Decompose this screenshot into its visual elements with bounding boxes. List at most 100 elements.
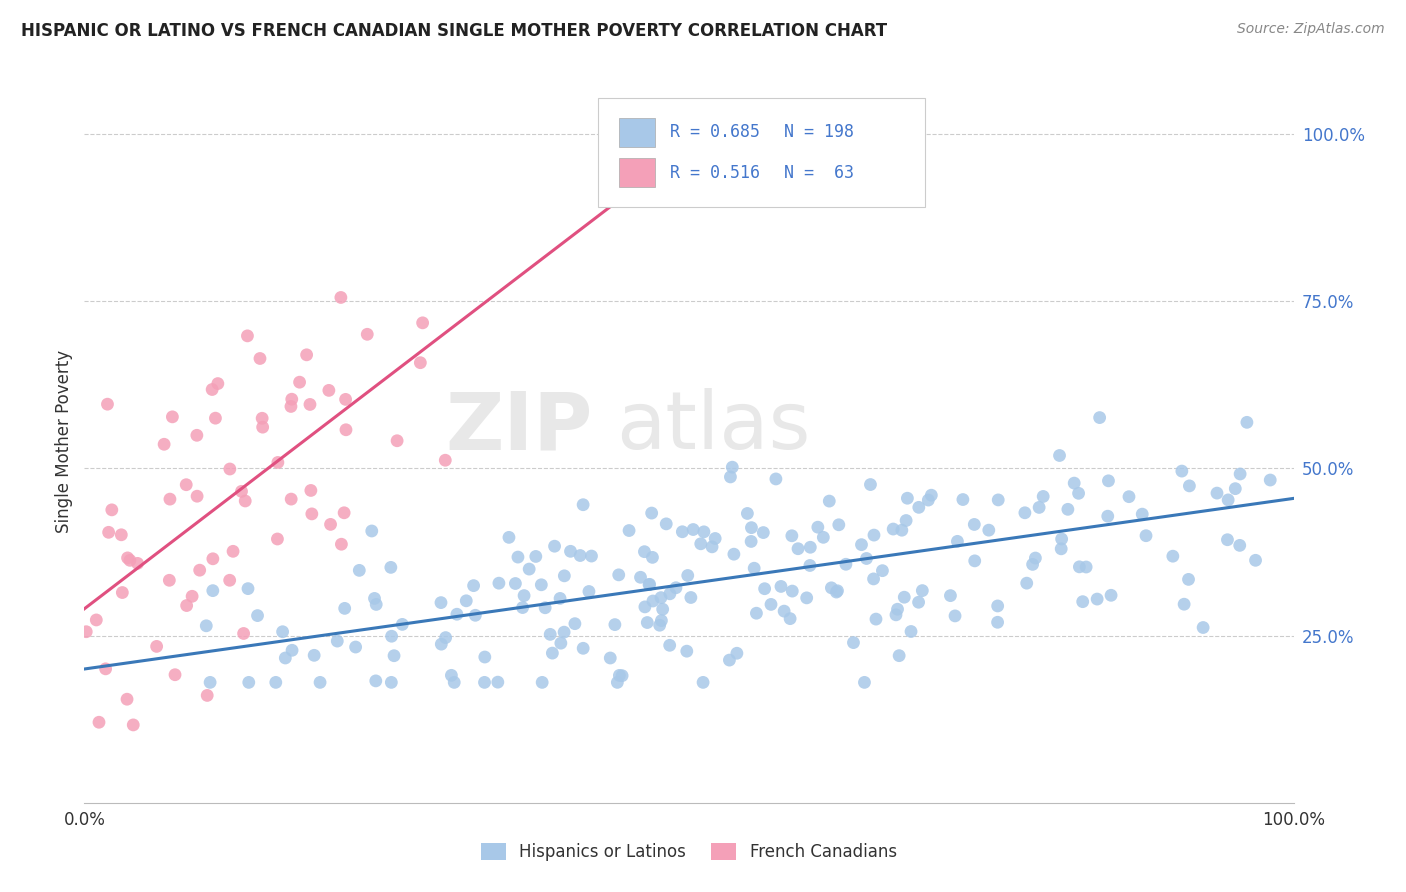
Point (157, 574, 180, 588)
Point (443, 675, 465, 690)
Point (651, 602, 673, 616)
Point (890, 523, 912, 537)
Point (693, 524, 716, 539)
Point (238, 675, 260, 690)
Point (524, 549, 547, 564)
Point (740, 534, 762, 549)
Point (541, 646, 564, 660)
Point (329, 290, 352, 304)
Point (765, 472, 787, 486)
Point (186, 489, 208, 503)
Point (236, 582, 259, 596)
Point (326, 634, 349, 648)
Point (827, 583, 849, 598)
Point (96, 397, 118, 411)
Point (855, 551, 877, 566)
Point (782, 584, 804, 599)
Point (236, 329, 259, 343)
Point (363, 591, 385, 606)
Point (195, 689, 218, 703)
Point (863, 528, 886, 542)
Point (636, 615, 658, 630)
Point (634, 599, 657, 614)
Point (813, 530, 835, 544)
Point (218, 462, 240, 476)
Point (117, 550, 139, 565)
Point (115, 692, 138, 706)
Point (564, 616, 586, 631)
Point (723, 547, 745, 561)
Point (609, 668, 631, 682)
Point (740, 521, 762, 535)
Point (302, 648, 325, 663)
Point (1229, 538, 1251, 552)
Point (111, 585, 134, 599)
Point (737, 507, 759, 521)
Point (364, 673, 387, 688)
Point (274, 651, 297, 665)
Point (1071, 595, 1094, 609)
Point (692, 675, 714, 690)
Point (249, 351, 271, 366)
Point (531, 675, 554, 690)
Point (1050, 541, 1073, 556)
Point (633, 544, 655, 558)
Point (1206, 486, 1229, 500)
Point (264, 675, 287, 690)
Point (201, 383, 224, 397)
Bar (619, 158, 655, 187)
Point (842, 635, 865, 649)
Point (865, 612, 887, 626)
Point (1130, 507, 1153, 521)
Point (188, 563, 211, 577)
Point (682, 523, 704, 537)
Point (655, 516, 678, 531)
Point (920, 488, 942, 502)
Point (796, 591, 818, 605)
Point (1014, 506, 1036, 520)
Point (560, 544, 582, 558)
Point (1032, 490, 1054, 504)
Point (233, 494, 256, 508)
Point (517, 562, 540, 576)
Point (335, 423, 357, 437)
Point (896, 491, 918, 506)
Point (572, 641, 595, 656)
Point (759, 598, 782, 612)
Point (488, 576, 510, 591)
Point (872, 564, 894, 578)
Point (658, 638, 681, 652)
Point (704, 532, 727, 546)
Point (84, 613, 107, 627)
Point (94, 662, 117, 676)
Point (513, 589, 536, 603)
Point (718, 653, 741, 667)
Point (440, 668, 463, 682)
Point (1171, 464, 1194, 478)
Point (1177, 573, 1199, 587)
Point (360, 524, 382, 538)
Text: HISPANIC OR LATINO VS FRENCH CANADIAN SINGLE MOTHER POVERTY CORRELATION CHART: HISPANIC OR LATINO VS FRENCH CANADIAN SI… (21, 22, 887, 40)
Point (333, 601, 356, 615)
Point (281, 643, 304, 657)
Point (720, 470, 742, 484)
Point (553, 625, 575, 640)
Point (204, 411, 226, 425)
Point (309, 675, 332, 690)
Point (231, 484, 253, 499)
Point (474, 675, 496, 690)
Point (1074, 560, 1097, 574)
Point (581, 549, 603, 563)
Point (825, 585, 848, 599)
Point (319, 517, 342, 532)
Point (1178, 479, 1201, 493)
Point (1099, 588, 1122, 602)
Point (569, 549, 592, 563)
Point (1015, 576, 1038, 591)
Y-axis label: Single Mother Poverty: Single Mother Poverty (55, 350, 73, 533)
Point (222, 544, 245, 558)
Point (987, 615, 1010, 630)
Point (280, 492, 302, 507)
Point (889, 648, 911, 663)
Point (893, 591, 915, 605)
